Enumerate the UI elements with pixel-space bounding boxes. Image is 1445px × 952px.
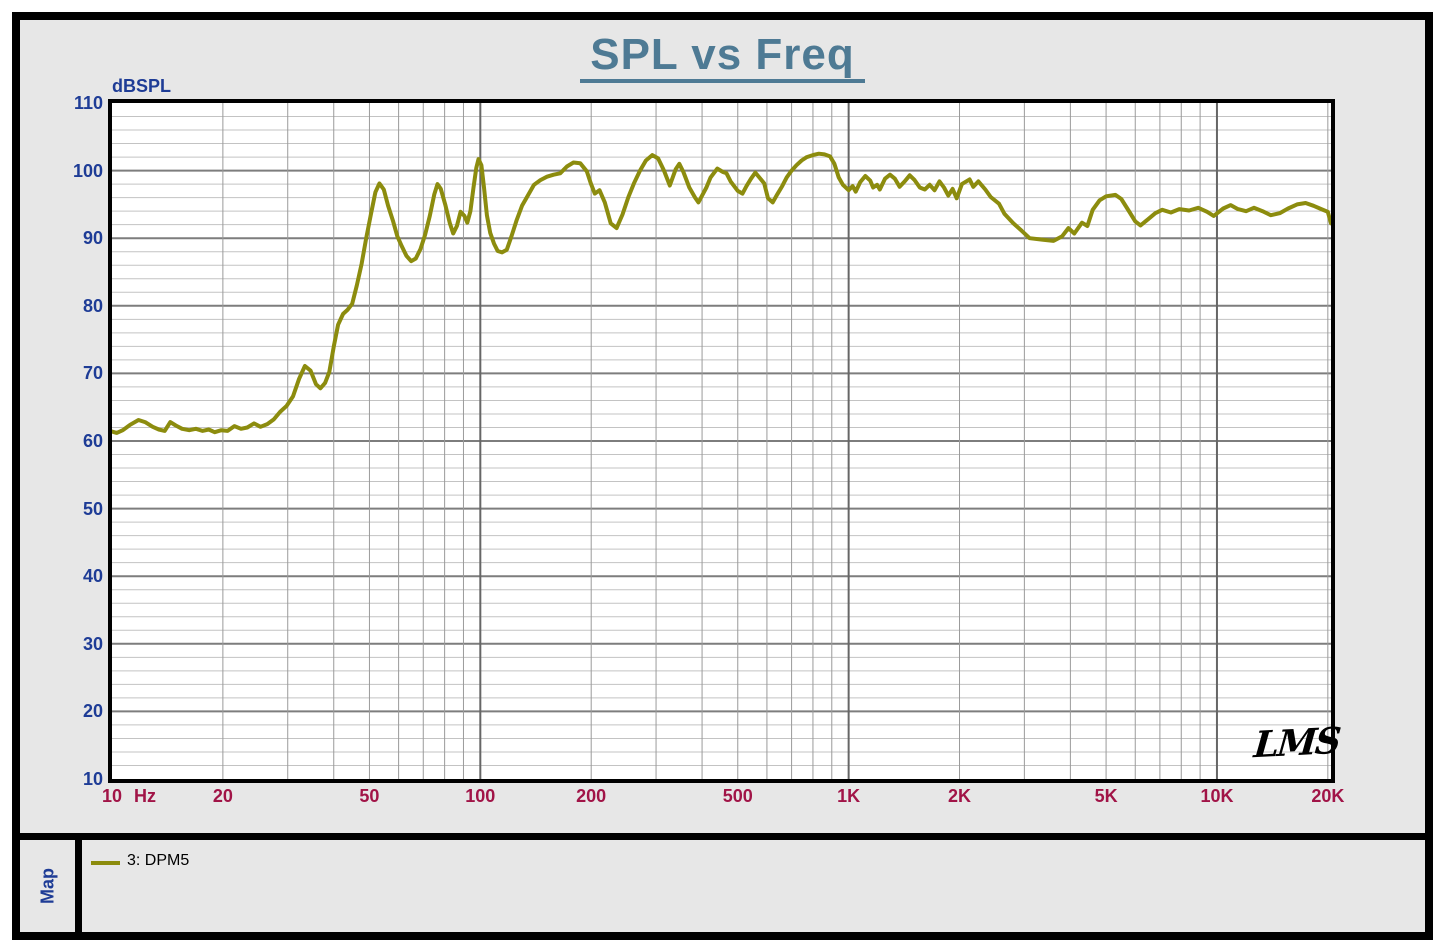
x-tick-label: 20K	[1311, 786, 1345, 806]
y-tick-label: 100	[72, 160, 103, 181]
y-tick-label: 60	[82, 431, 103, 451]
map-panel-divider	[75, 840, 82, 932]
x-tick-label: 50	[359, 786, 380, 806]
y-tick-label: 20	[82, 701, 103, 722]
legend-area: 3: DPM5	[82, 840, 1425, 932]
x-axis-unit: Hz	[134, 786, 156, 806]
y-tick-label: 90	[82, 228, 103, 249]
x-tick-label: 100	[465, 786, 496, 806]
x-tick-label: 5K	[1094, 786, 1118, 806]
plot-area	[108, 99, 1335, 783]
legend-line-swatch	[91, 861, 120, 865]
window-frame: SPL vs Freq dBSPL 110 100 90 80 70 60 50 40 30 20…	[12, 12, 1433, 940]
map-panel: Map	[20, 840, 75, 932]
y-tick-label: 70	[82, 363, 103, 384]
y-tick-label: 80	[82, 295, 103, 316]
x-tick-label: 200	[576, 786, 607, 806]
title-row: SPL vs Freq	[20, 31, 1425, 84]
chart-title: SPL vs Freq	[580, 31, 865, 84]
y-tick-label: 110	[73, 93, 103, 113]
x-tick-label: 2K	[947, 786, 972, 806]
x-tick-label: 10	[101, 786, 123, 806]
grid-and-curve-svg	[112, 103, 1331, 779]
bottom-separator	[20, 833, 1425, 840]
y-axis-title: dBSPL	[112, 76, 172, 96]
chart-region: SPL vs Freq dBSPL 110 100 90 80 70 60 50 40 30 20…	[20, 20, 1425, 932]
x-tick-label: 500	[722, 786, 753, 806]
x-tick-label: 10K	[1200, 786, 1234, 806]
lms-logo: LMS	[1252, 719, 1341, 767]
y-tick-label: 40	[82, 566, 103, 587]
x-tick-label: 1K	[837, 786, 861, 806]
legend-label: 3: DPM5	[127, 852, 190, 869]
x-tick-label: 20	[212, 786, 233, 806]
x-axis-ticks: 10 20 50 100 200 500 1K 2K 5K 10K 20K Hz	[102, 786, 1344, 810]
map-panel-label[interactable]: Map	[37, 868, 57, 904]
y-tick-label: 50	[82, 498, 103, 519]
y-axis-ticks: 110 100 90 80 70 60 50 40 30 20 10	[20, 93, 105, 789]
y-tick-label: 10	[82, 769, 103, 789]
spl-curve	[112, 151, 1331, 435]
y-tick-label: 30	[82, 633, 103, 654]
